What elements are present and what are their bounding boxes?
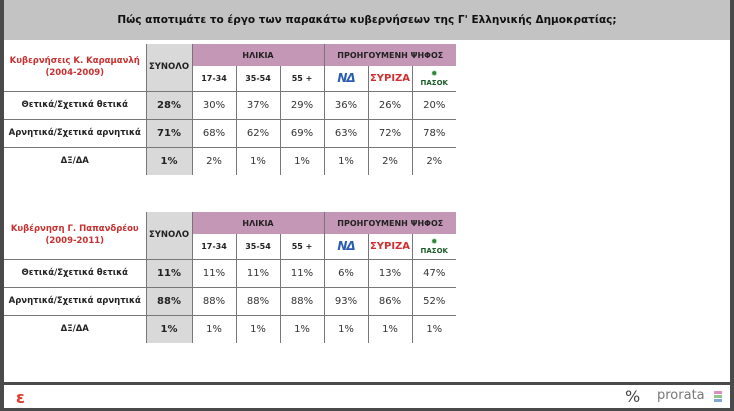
prorata-logo: prorata [657, 388, 705, 403]
cell-value: 37% [235, 90, 280, 119]
total-value: 11% [145, 258, 193, 287]
syriza-logo: ΣΥΡΙΖΑ [367, 66, 412, 91]
cell-value: 68% [191, 118, 236, 147]
row-label: Θετικά/Σχετικά θετικά [4, 258, 146, 287]
cell-value: 11% [279, 258, 324, 287]
row-label: ΔΞ/ΔΑ [4, 146, 146, 175]
cell-value: 1% [323, 314, 368, 343]
title-line: Κυβέρνηση Γ. Παπανδρέου [10, 224, 139, 235]
total-header: ΣΥΝΟΛΟ [145, 212, 193, 259]
cell-value: 93% [323, 286, 368, 315]
table-row: ΔΞ/ΔΑ 1% 1% 1% 1% 1% 1% 1% [4, 314, 456, 343]
cell-value: 30% [191, 90, 236, 119]
results-table: Κυβερνήσεις Κ. Καραμανλή (2004-2009) ΣΥΝΟ… [4, 44, 456, 175]
footer: ɛ % prorata [4, 385, 730, 408]
total-value: 88% [145, 286, 193, 315]
cell-value: 1% [235, 146, 280, 175]
total-value: 1% [145, 314, 193, 343]
prev-vote-header: ΠΡΟΗΓΟΥΜΕΝΗ ΨΗΦΟΣ [323, 44, 456, 66]
cell-value: 29% [279, 90, 324, 119]
cell-value: 78% [411, 118, 456, 147]
cell-value: 11% [235, 258, 280, 287]
pasok-logo: ✹ ΠΑΣΟΚ [411, 234, 456, 259]
nd-logo: ΝΔ [323, 66, 368, 91]
percent-logo: % [625, 387, 641, 406]
cell-value: 1% [411, 314, 456, 343]
cell-value: 20% [411, 90, 456, 119]
page-title: Πώς αποτιμάτε το έργο των παρακάτω κυβερ… [4, 0, 730, 40]
cell-value: 88% [279, 286, 324, 315]
cell-value: 36% [323, 90, 368, 119]
cell-value: 26% [367, 90, 412, 119]
client-logo: ɛ [16, 388, 25, 407]
cell-value: 1% [191, 314, 236, 343]
age-header: ΗΛΙΚΙΑ [191, 212, 324, 234]
row-label: ΔΞ/ΔΑ [4, 314, 146, 343]
cell-value: 1% [367, 314, 412, 343]
prev-vote-header: ΠΡΟΗΓΟΥΜΕΝΗ ΨΗΦΟΣ [323, 212, 456, 234]
age-group-header: 17-34 [191, 234, 236, 259]
cell-value: 1% [279, 314, 324, 343]
row-label: Θετικά/Σχετικά θετικά [4, 90, 146, 119]
cell-value: 63% [323, 118, 368, 147]
syriza-logo: ΣΥΡΙΖΑ [367, 234, 412, 259]
title-period: (2009-2011) [45, 236, 105, 247]
table-row: Θετικά/Σχετικά θετικά 28% 30% 37% 29% 36% 26%… [4, 90, 456, 119]
cell-value: 62% [235, 118, 280, 147]
prorata-bars-icon [714, 391, 722, 403]
cell-value: 2% [411, 146, 456, 175]
results-table: Κυβέρνηση Γ. Παπανδρέου (2009-2011) ΣΥΝΟΛ… [4, 212, 456, 343]
slide: Πώς αποτιμάτε το έργο των παρακάτω κυβερ… [4, 0, 730, 382]
table-title: Κυβέρνηση Γ. Παπανδρέου (2009-2011) [4, 212, 146, 259]
cell-value: 47% [411, 258, 456, 287]
cell-value: 86% [367, 286, 412, 315]
age-group-header: 35-54 [235, 66, 280, 91]
table-row: Αρνητικά/Σχετικά αρνητικά 71% 68% 62% 69% 63… [4, 118, 456, 147]
cell-value: 13% [367, 258, 412, 287]
table-row: Θετικά/Σχετικά θετικά 11% 11% 11% 11% 6% 13% 4… [4, 258, 456, 287]
total-value: 71% [145, 118, 193, 147]
row-label: Αρνητικά/Σχετικά αρνητικά [4, 118, 146, 147]
pasok-logo: ✹ ΠΑΣΟΚ [411, 66, 456, 91]
age-group-header: 35-54 [235, 234, 280, 259]
total-value: 28% [145, 90, 193, 119]
age-group-header: 55 + [279, 66, 324, 91]
total-header: ΣΥΝΟΛΟ [145, 44, 193, 91]
age-header: ΗΛΙΚΙΑ [191, 44, 324, 66]
cell-value: 2% [367, 146, 412, 175]
table-title: Κυβερνήσεις Κ. Καραμανλή (2004-2009) [4, 44, 146, 91]
cell-value: 72% [367, 118, 412, 147]
cell-value: 1% [235, 314, 280, 343]
cell-value: 88% [191, 286, 236, 315]
table-row: Αρνητικά/Σχετικά αρνητικά 88% 88% 88% 88% 93… [4, 286, 456, 315]
cell-value: 69% [279, 118, 324, 147]
age-group-header: 55 + [279, 234, 324, 259]
cell-value: 2% [191, 146, 236, 175]
cell-value: 1% [279, 146, 324, 175]
row-label: Αρνητικά/Σχετικά αρνητικά [4, 286, 146, 315]
age-group-header: 17-34 [191, 66, 236, 91]
table-row: ΔΞ/ΔΑ 1% 2% 1% 1% 1% 2% 2% [4, 146, 456, 175]
title-period: (2004-2009) [45, 68, 105, 79]
cell-value: 52% [411, 286, 456, 315]
cell-value: 1% [323, 146, 368, 175]
cell-value: 6% [323, 258, 368, 287]
title-line: Κυβερνήσεις Κ. Καραμανλή [9, 56, 140, 67]
cell-value: 88% [235, 286, 280, 315]
nd-logo: ΝΔ [323, 234, 368, 259]
total-value: 1% [145, 146, 193, 175]
cell-value: 11% [191, 258, 236, 287]
